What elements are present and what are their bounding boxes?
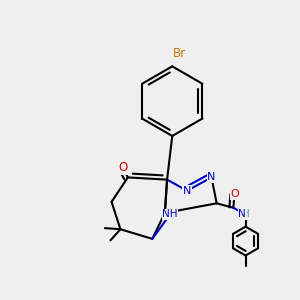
Text: H: H	[242, 209, 249, 219]
Text: O: O	[230, 189, 239, 200]
Text: Br: Br	[173, 46, 186, 59]
Text: N: N	[238, 209, 246, 219]
Text: N: N	[207, 172, 216, 182]
Text: N: N	[183, 186, 191, 196]
Text: O: O	[118, 161, 127, 174]
Text: NH: NH	[162, 209, 178, 219]
